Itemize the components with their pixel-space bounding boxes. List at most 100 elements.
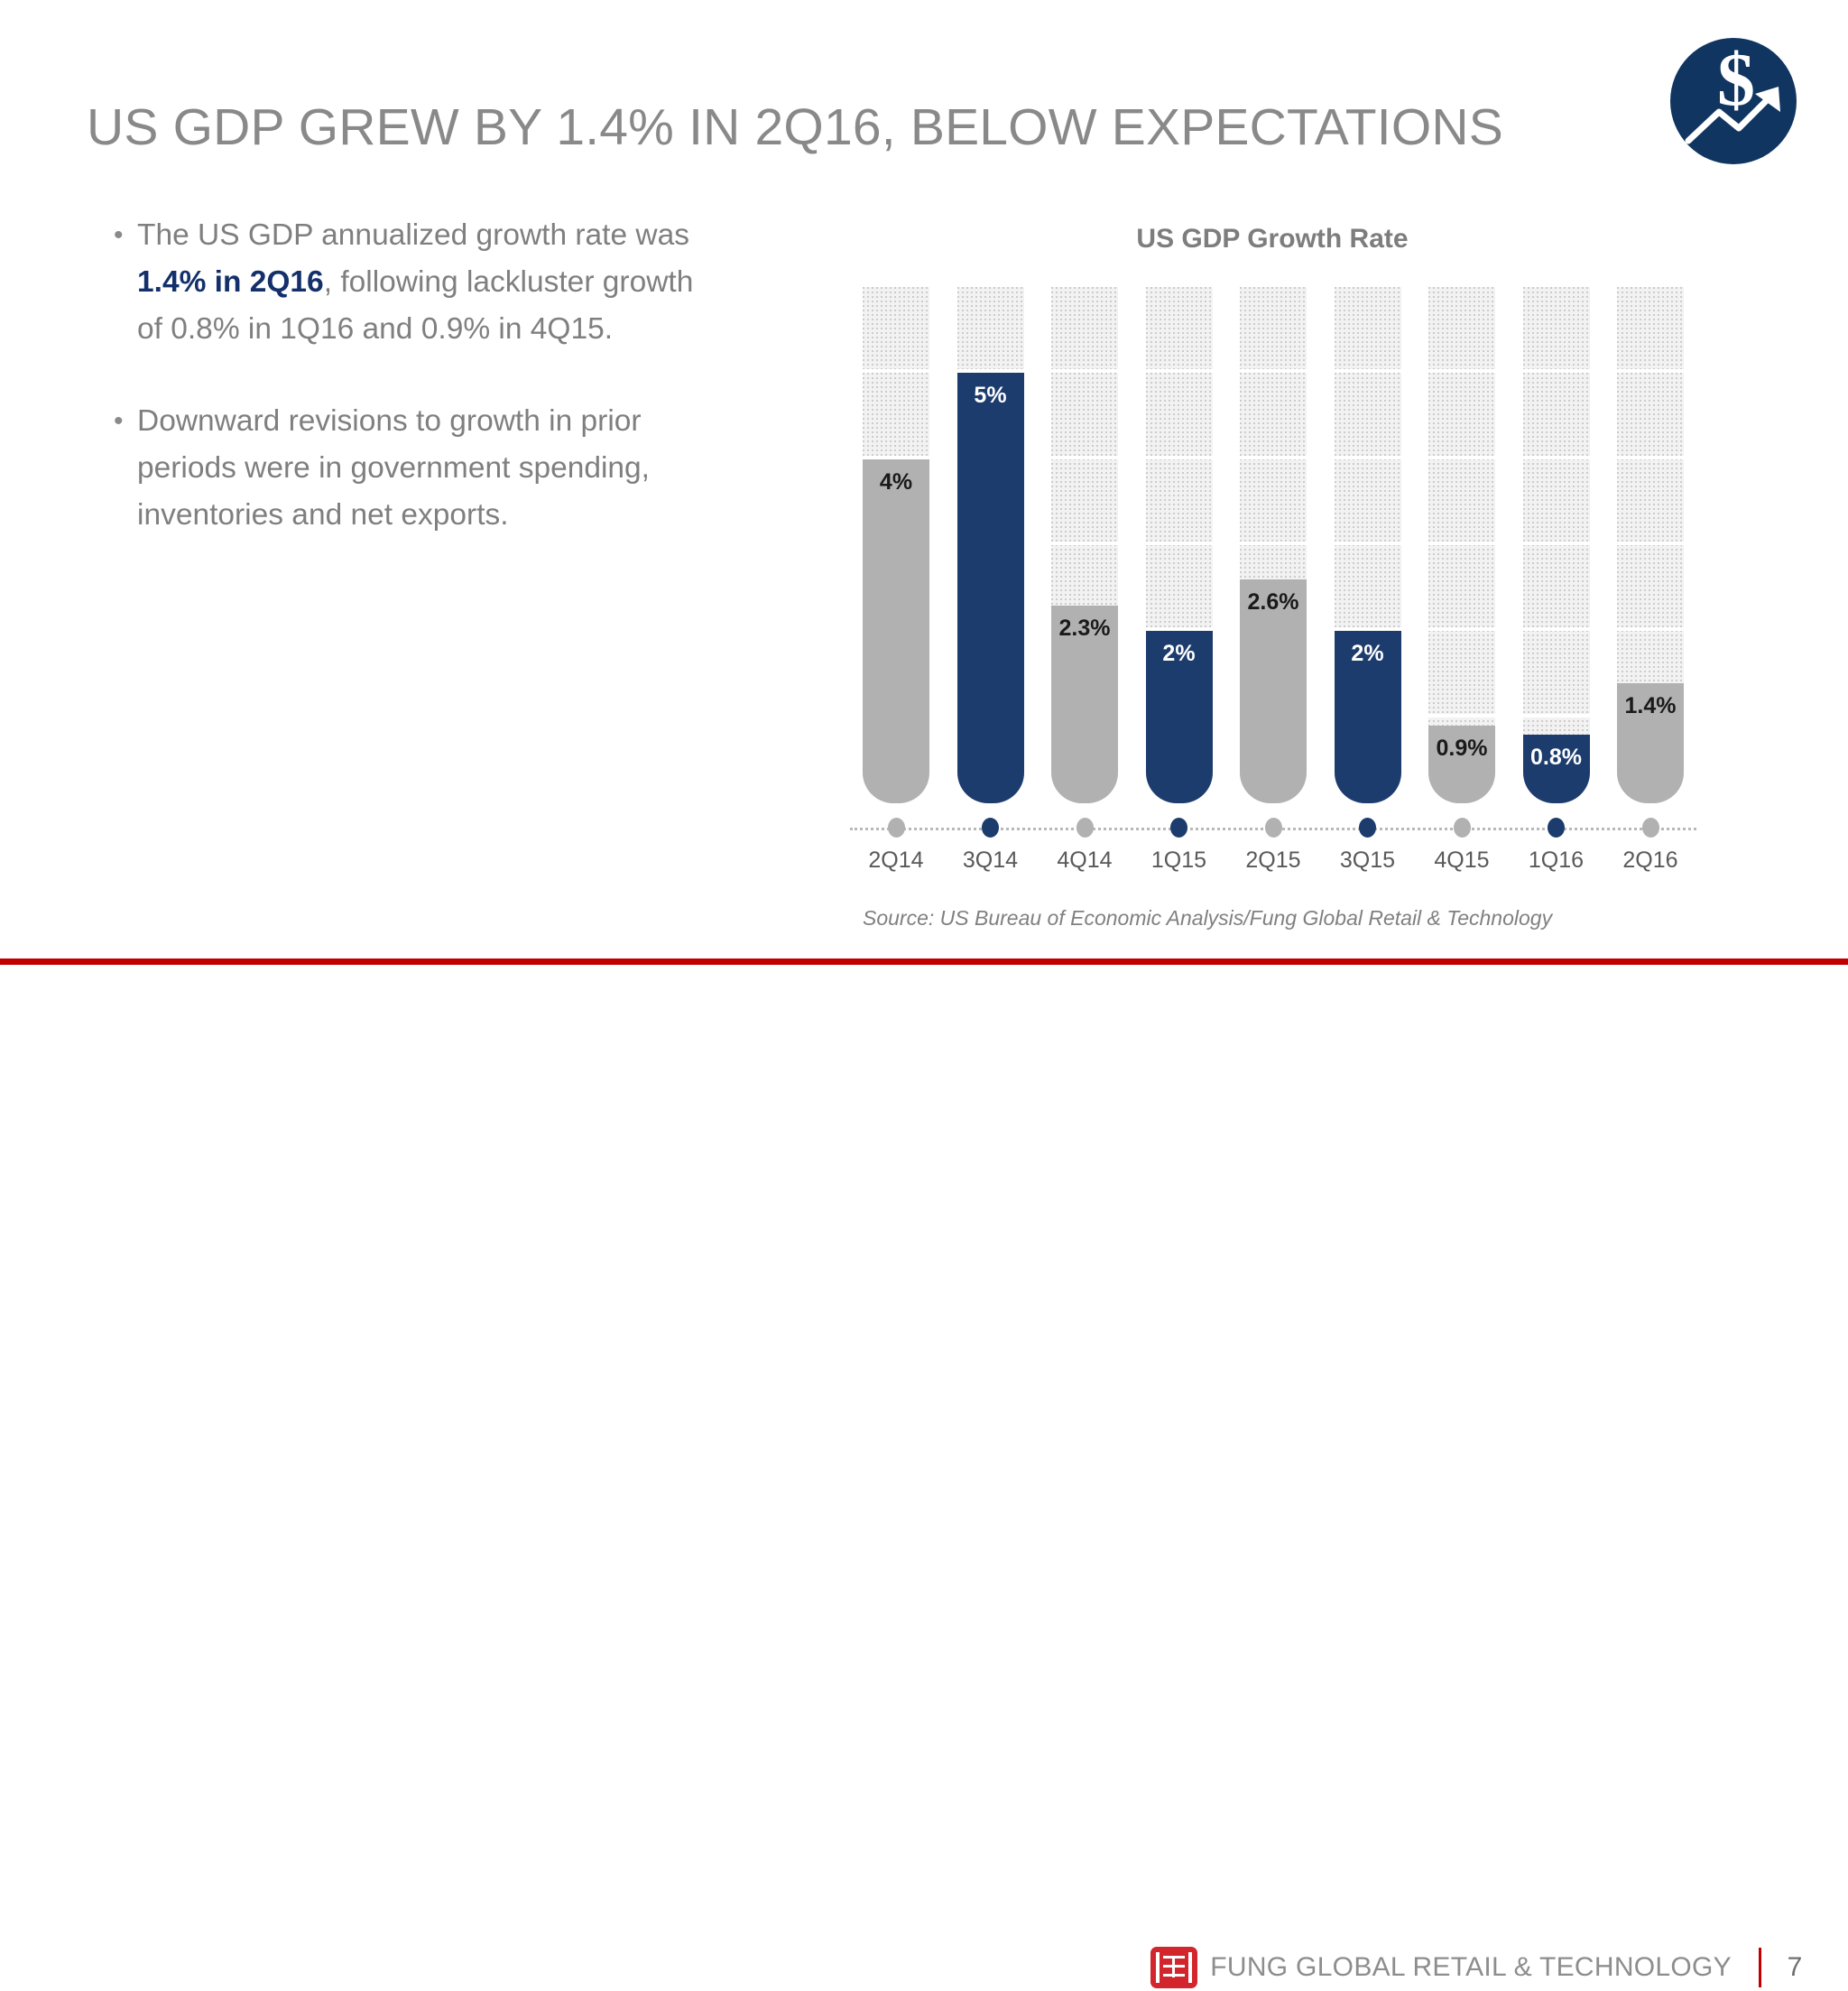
axis-label: 3Q15 bbox=[1339, 847, 1396, 873]
bullet-list: • The US GDP annualized growth rate was … bbox=[110, 212, 724, 584]
track-gap bbox=[1428, 455, 1495, 459]
chart-title: US GDP Growth Rate bbox=[1136, 224, 1409, 254]
track-gap bbox=[1334, 369, 1401, 374]
axis-dot bbox=[1641, 818, 1659, 838]
list-item: • Downward revisions to growth in prior … bbox=[110, 398, 724, 539]
track-gap bbox=[1240, 455, 1307, 459]
bar-fill bbox=[1334, 631, 1401, 803]
track-gap bbox=[1145, 627, 1213, 632]
track-gap bbox=[1428, 369, 1495, 374]
axis-dot bbox=[1548, 818, 1565, 838]
track-gap bbox=[1145, 455, 1213, 459]
track-gap bbox=[956, 369, 1024, 374]
track-gap bbox=[1617, 542, 1684, 545]
fung-seal-icon bbox=[1150, 1947, 1198, 1988]
bar-fill bbox=[1428, 726, 1495, 803]
track-gap bbox=[1522, 713, 1590, 718]
gdp-growth-chart: US GDP Growth Rate 4% 5% 2.3% 2% 2.6% 2% 0.9% 0… bbox=[848, 224, 1751, 930]
axis-tick-2Q14: 2Q14 bbox=[863, 812, 929, 874]
axis-dot bbox=[982, 818, 999, 838]
track-gap bbox=[1240, 369, 1307, 374]
bullet-run: The US GDP annualized growth rate was bbox=[137, 218, 689, 252]
track-gap bbox=[1617, 369, 1684, 374]
axis-label: 3Q14 bbox=[962, 847, 1019, 873]
track-gap bbox=[863, 455, 929, 459]
axis-label: 2Q14 bbox=[868, 847, 924, 873]
axis-tick-4Q14: 4Q14 bbox=[1051, 812, 1118, 874]
track-gap bbox=[1428, 542, 1495, 545]
bar-fill bbox=[1240, 579, 1307, 803]
track-gap bbox=[1617, 627, 1684, 632]
bar-track bbox=[1428, 287, 1495, 803]
chart-bar-2Q14: 4% bbox=[863, 280, 929, 803]
track-gap bbox=[1240, 542, 1307, 545]
bar-fill bbox=[1617, 682, 1684, 803]
chart-bar-2Q15: 2.6% bbox=[1240, 280, 1307, 803]
bar-value-label: 0.8% bbox=[1530, 744, 1582, 770]
axis-label: 2Q15 bbox=[1245, 847, 1301, 873]
bar-value-label: 2% bbox=[1162, 641, 1196, 667]
bullet-run: , following lackluster growth of 0.8% in… bbox=[137, 265, 694, 346]
bar-value-label: 2.3% bbox=[1058, 615, 1111, 641]
axis-tick-2Q15: 2Q15 bbox=[1240, 812, 1307, 874]
svg-text:$: $ bbox=[1717, 38, 1755, 122]
axis-tick-group: 2Q14 3Q14 4Q14 1Q15 2Q15 3Q15 4Q15 1Q16 2Q16 bbox=[863, 812, 1684, 874]
track-gap bbox=[1428, 627, 1495, 632]
axis-label: 1Q15 bbox=[1150, 847, 1207, 873]
bullet-text-2: Downward revisions to growth in prior pe… bbox=[137, 398, 724, 539]
chart-plot-area: 4% 5% 2.3% 2% 2.6% 2% 0.9% 0.8% 1.4% bbox=[863, 280, 1684, 803]
bar-fill bbox=[1522, 734, 1590, 803]
footer-brand-name: FUNG GLOBAL RETAIL & TECHNOLOGY bbox=[1210, 1952, 1732, 1982]
chart-bar-4Q15: 0.9% bbox=[1428, 280, 1495, 803]
axis-dot bbox=[1453, 818, 1471, 838]
bar-fill bbox=[1145, 631, 1213, 803]
chart-bar-1Q16: 0.8% bbox=[1522, 280, 1590, 803]
axis-dot bbox=[1076, 818, 1094, 838]
bar-value-label: 2.6% bbox=[1247, 589, 1299, 616]
chart-bar-1Q15: 2% bbox=[1145, 280, 1213, 803]
axis-label: 1Q16 bbox=[1528, 847, 1585, 873]
bar-value-label: 2% bbox=[1351, 641, 1384, 667]
chart-bar-3Q14: 5% bbox=[956, 280, 1024, 803]
track-gap bbox=[1051, 369, 1118, 374]
chart-bar-4Q14: 2.3% bbox=[1051, 280, 1118, 803]
footer-divider-rule bbox=[0, 958, 1848, 965]
bar-fill bbox=[863, 458, 929, 803]
footer-vertical-divider bbox=[1759, 1948, 1761, 1987]
chart-bar-3Q15: 2% bbox=[1334, 280, 1401, 803]
axis-tick-4Q15: 4Q15 bbox=[1428, 812, 1495, 874]
bullet-text-1: The US GDP annualized growth rate was 1.… bbox=[137, 212, 724, 353]
track-gap bbox=[1522, 542, 1590, 545]
track-gap bbox=[1334, 542, 1401, 545]
page-title: US GDP GREW BY 1.4% IN 2Q16, BELOW EXPEC… bbox=[87, 98, 1503, 156]
dollar-growth-circle-icon: $ bbox=[1667, 34, 1800, 168]
bar-value-label: 1.4% bbox=[1624, 692, 1677, 718]
chart-bar-2Q16: 1.4% bbox=[1617, 280, 1684, 803]
axis-label: 4Q15 bbox=[1434, 847, 1490, 873]
track-gap bbox=[1145, 542, 1213, 545]
bullet-highlight: 1.4% in 2Q16 bbox=[137, 265, 324, 299]
bar-value-label: 0.9% bbox=[1436, 736, 1488, 762]
bar-track bbox=[1522, 287, 1590, 803]
bar-fill bbox=[956, 373, 1024, 803]
track-gap bbox=[1334, 627, 1401, 632]
list-item: • The US GDP annualized growth rate was … bbox=[110, 212, 724, 353]
axis-dot bbox=[1264, 818, 1282, 838]
axis-tick-3Q15: 3Q15 bbox=[1335, 812, 1401, 874]
axis-tick-1Q16: 1Q16 bbox=[1523, 812, 1590, 874]
axis-tick-1Q15: 1Q15 bbox=[1146, 812, 1213, 874]
axis-label: 4Q14 bbox=[1057, 847, 1113, 873]
track-gap bbox=[1051, 542, 1118, 545]
bullet-marker: • bbox=[114, 220, 124, 250]
bullet-marker: • bbox=[114, 406, 124, 436]
bar-fill bbox=[1051, 605, 1118, 803]
track-gap bbox=[1145, 369, 1213, 374]
bar-value-label: 4% bbox=[879, 468, 913, 495]
chart-source-note: Source: US Bureau of Economic Analysis/F… bbox=[863, 906, 1553, 930]
track-gap bbox=[1522, 369, 1590, 374]
track-gap bbox=[1428, 713, 1495, 718]
footer-bar: FUNG GLOBAL RETAIL & TECHNOLOGY 7 bbox=[0, 965, 1848, 1988]
axis-tick-3Q14: 3Q14 bbox=[957, 812, 1024, 874]
track-gap bbox=[1522, 455, 1590, 459]
track-gap bbox=[1617, 455, 1684, 459]
